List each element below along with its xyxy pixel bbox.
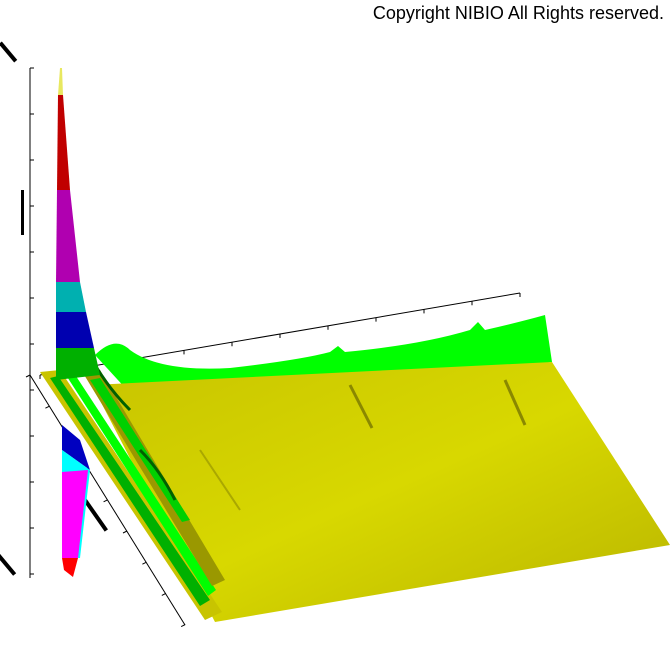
axis-tick — [103, 499, 108, 503]
axis-tick — [161, 592, 167, 596]
z-axis-label-top — [0, 41, 18, 63]
z-axis-label-bottom — [0, 550, 17, 576]
surface-streak — [199, 449, 241, 511]
surface-streak — [503, 379, 527, 426]
axis-tick — [142, 561, 147, 565]
z-axis-label-mid — [21, 190, 24, 235]
axis-tick — [180, 624, 186, 628]
main-surface — [92, 362, 670, 622]
copyright-notice: Copyright NIBIO All Rights reserved. — [372, 3, 664, 23]
lower-peak — [62, 425, 90, 577]
axis-tick — [45, 405, 50, 409]
front-ridges — [40, 364, 225, 620]
axis-tick — [25, 374, 31, 378]
z-axis-ticks — [30, 67, 34, 575]
surface-streak — [348, 384, 374, 429]
axis-tick — [122, 530, 128, 534]
main-peak — [56, 68, 100, 380]
